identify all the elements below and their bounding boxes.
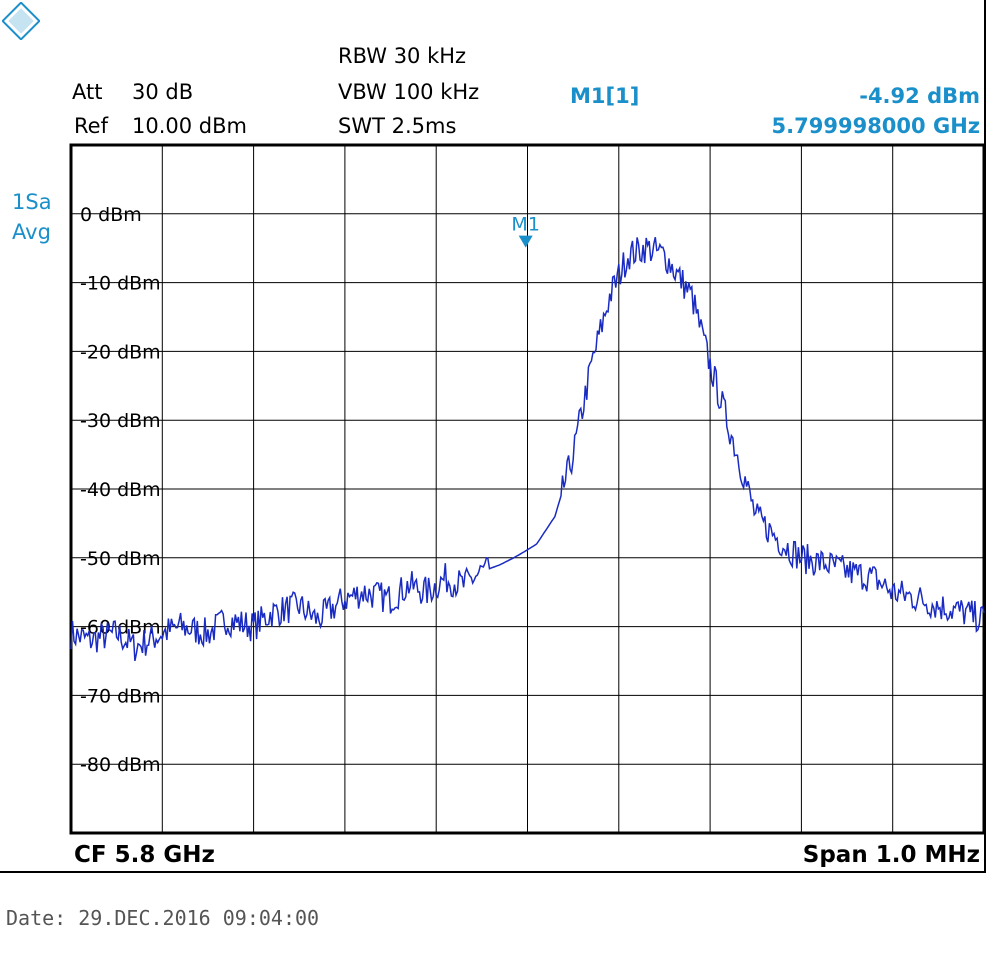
spectrum-trace bbox=[70, 237, 985, 662]
ref-value: 10.00 dBm bbox=[132, 114, 247, 138]
y-tick-label: -20 dBm bbox=[80, 341, 161, 363]
trace-mode-avg: Avg bbox=[12, 220, 51, 244]
att-value: 30 dB bbox=[132, 80, 194, 104]
rbw-label: RBW 30 kHz bbox=[338, 44, 467, 68]
y-tick-label: -50 dBm bbox=[80, 548, 161, 570]
att-label: Att bbox=[72, 80, 103, 104]
span: Span 1.0 MHz bbox=[802, 842, 980, 868]
center-frequency: CF 5.8 GHz bbox=[74, 842, 215, 868]
date-stamp: Date: 29.DEC.2016 09:04:00 bbox=[6, 906, 320, 930]
y-tick-label: -80 dBm bbox=[80, 754, 161, 776]
chart-grid bbox=[0, 143, 986, 873]
y-tick-label: -40 dBm bbox=[80, 479, 161, 501]
trace-mode-1sa: 1Sa bbox=[12, 190, 52, 214]
y-tick-label: -10 dBm bbox=[80, 273, 161, 295]
y-tick-label: 0 dBm bbox=[80, 204, 142, 226]
ref-label: Ref bbox=[74, 114, 108, 138]
rs-logo-icon bbox=[2, 2, 40, 40]
marker-readout-frequency: 5.799998000 GHz bbox=[771, 114, 980, 138]
marker-readout-level: -4.92 dBm bbox=[859, 84, 980, 108]
marker-group: M1 bbox=[511, 214, 540, 248]
swt-label: SWT 2.5ms bbox=[338, 114, 457, 138]
y-tick-label: -70 dBm bbox=[80, 685, 161, 707]
y-tick-label: -30 dBm bbox=[80, 410, 161, 432]
y-axis-labels: 0 dBm -10 dBm -20 dBm -30 dBm -40 dBm -50 dBm… bbox=[80, 204, 161, 776]
marker-readout-name: M1[1] bbox=[570, 84, 640, 108]
vbw-label: VBW 100 kHz bbox=[338, 80, 480, 104]
marker-m1-label: M1 bbox=[511, 214, 539, 236]
spectrum-chart: 0 dBm -10 dBm -20 dBm -30 dBm -40 dBm -50 dBm… bbox=[0, 143, 986, 873]
marker-m1-triangle bbox=[518, 235, 533, 248]
